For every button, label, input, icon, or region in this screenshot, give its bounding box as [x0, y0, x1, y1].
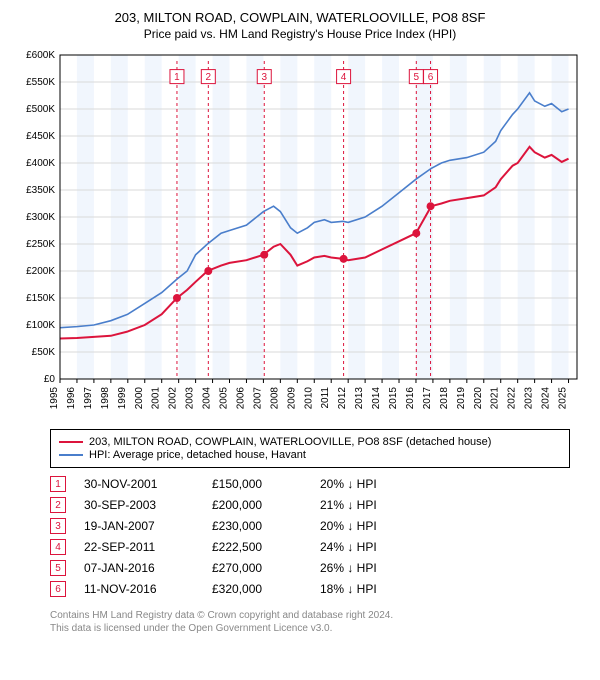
- table-row: 2 30-SEP-2003 £200,000 21% ↓ HPI: [50, 497, 570, 513]
- svg-text:1996: 1996: [66, 387, 77, 410]
- tx-diff: 21% ↓ HPI: [320, 498, 430, 512]
- svg-text:£300K: £300K: [26, 212, 55, 223]
- svg-text:5: 5: [414, 72, 420, 83]
- svg-text:2023: 2023: [524, 387, 535, 410]
- footnote: Contains HM Land Registry data © Crown c…: [50, 609, 570, 635]
- svg-text:3: 3: [261, 72, 267, 83]
- transaction-table: 1 30-NOV-2001 £150,000 20% ↓ HPI 2 30-SEP-200…: [50, 476, 570, 597]
- svg-text:2019: 2019: [456, 387, 467, 410]
- tx-date: 30-NOV-2001: [84, 477, 194, 491]
- footnote-line1: Contains HM Land Registry data © Crown c…: [50, 609, 570, 622]
- tx-diff: 24% ↓ HPI: [320, 540, 430, 554]
- svg-text:£100K: £100K: [26, 320, 55, 331]
- legend-box: 203, MILTON ROAD, COWPLAIN, WATERLOOVILL…: [50, 429, 570, 468]
- tx-number-box: 6: [50, 581, 66, 597]
- legend-label-hpi: HPI: Average price, detached house, Hava…: [89, 449, 306, 461]
- legend-label-price: 203, MILTON ROAD, COWPLAIN, WATERLOOVILL…: [89, 436, 491, 448]
- tx-price: £200,000: [212, 498, 302, 512]
- tx-diff: 18% ↓ HPI: [320, 582, 430, 596]
- chart-area: £0 £50K £100K £150K £200K £250K £300K £350K £400…: [15, 47, 585, 417]
- svg-text:2009: 2009: [286, 387, 297, 410]
- svg-text:1999: 1999: [117, 387, 128, 410]
- svg-text:2020: 2020: [473, 387, 484, 410]
- svg-text:£0: £0: [44, 374, 56, 385]
- tx-price: £222,500: [212, 540, 302, 554]
- tx-price: £320,000: [212, 582, 302, 596]
- table-row: 1 30-NOV-2001 £150,000 20% ↓ HPI: [50, 476, 570, 492]
- footnote-line2: This data is licensed under the Open Gov…: [50, 622, 570, 635]
- svg-text:6: 6: [428, 72, 434, 83]
- tx-number-box: 3: [50, 518, 66, 534]
- svg-text:2000: 2000: [134, 387, 145, 410]
- tx-number-box: 4: [50, 539, 66, 555]
- svg-text:2022: 2022: [507, 387, 518, 410]
- svg-text:£250K: £250K: [26, 239, 55, 250]
- svg-text:2008: 2008: [269, 387, 280, 410]
- tx-number-box: 2: [50, 497, 66, 513]
- svg-text:£200K: £200K: [26, 266, 55, 277]
- svg-text:2014: 2014: [371, 387, 382, 410]
- legend-row-price: 203, MILTON ROAD, COWPLAIN, WATERLOOVILL…: [59, 436, 561, 448]
- tx-price: £150,000: [212, 477, 302, 491]
- tx-diff: 20% ↓ HPI: [320, 519, 430, 533]
- chart-svg: £0 £50K £100K £150K £200K £250K £300K £350K £400…: [15, 47, 585, 417]
- svg-text:£450K: £450K: [26, 131, 55, 142]
- svg-text:2: 2: [206, 72, 212, 83]
- svg-text:£50K: £50K: [32, 347, 56, 358]
- tx-date: 30-SEP-2003: [84, 498, 194, 512]
- table-row: 5 07-JAN-2016 £270,000 26% ↓ HPI: [50, 560, 570, 576]
- tx-price: £230,000: [212, 519, 302, 533]
- svg-text:2007: 2007: [252, 387, 263, 410]
- svg-text:£350K: £350K: [26, 185, 55, 196]
- svg-text:2018: 2018: [439, 387, 450, 410]
- tx-date: 19-JAN-2007: [84, 519, 194, 533]
- svg-text:2002: 2002: [168, 387, 179, 410]
- svg-text:2017: 2017: [422, 387, 433, 410]
- svg-text:£500K: £500K: [26, 104, 55, 115]
- tx-date: 07-JAN-2016: [84, 561, 194, 575]
- svg-text:2024: 2024: [541, 387, 552, 410]
- tx-date: 22-SEP-2011: [84, 540, 194, 554]
- svg-text:2004: 2004: [202, 387, 213, 410]
- legend-swatch-hpi: [59, 454, 83, 456]
- chart-subtitle: Price paid vs. HM Land Registry's House …: [10, 27, 590, 41]
- table-row: 3 19-JAN-2007 £230,000 20% ↓ HPI: [50, 518, 570, 534]
- svg-text:2013: 2013: [354, 387, 365, 410]
- svg-text:£150K: £150K: [26, 293, 55, 304]
- svg-text:1: 1: [174, 72, 180, 83]
- svg-text:£600K: £600K: [26, 50, 55, 61]
- tx-number-box: 5: [50, 560, 66, 576]
- tx-date: 11-NOV-2016: [84, 582, 194, 596]
- svg-text:1995: 1995: [49, 387, 60, 410]
- table-row: 4 22-SEP-2011 £222,500 24% ↓ HPI: [50, 539, 570, 555]
- svg-text:2003: 2003: [185, 387, 196, 410]
- svg-text:1998: 1998: [100, 387, 111, 410]
- svg-text:2006: 2006: [235, 387, 246, 410]
- tx-price: £270,000: [212, 561, 302, 575]
- table-row: 6 11-NOV-2016 £320,000 18% ↓ HPI: [50, 581, 570, 597]
- svg-text:4: 4: [341, 72, 347, 83]
- tx-diff: 20% ↓ HPI: [320, 477, 430, 491]
- tx-diff: 26% ↓ HPI: [320, 561, 430, 575]
- tx-number-box: 1: [50, 476, 66, 492]
- svg-text:2015: 2015: [388, 387, 399, 410]
- chart-title: 203, MILTON ROAD, COWPLAIN, WATERLOOVILL…: [10, 10, 590, 25]
- svg-text:1997: 1997: [83, 387, 94, 410]
- svg-text:2025: 2025: [558, 387, 569, 410]
- legend-row-hpi: HPI: Average price, detached house, Hava…: [59, 449, 561, 461]
- legend-swatch-price: [59, 441, 83, 443]
- svg-text:£550K: £550K: [26, 77, 55, 88]
- svg-text:2021: 2021: [490, 387, 501, 410]
- svg-text:£400K: £400K: [26, 158, 55, 169]
- svg-text:2012: 2012: [337, 387, 348, 410]
- svg-text:2005: 2005: [219, 387, 230, 410]
- svg-text:2010: 2010: [303, 387, 314, 410]
- svg-text:2011: 2011: [320, 387, 331, 409]
- svg-text:2016: 2016: [405, 387, 416, 410]
- svg-text:2001: 2001: [151, 387, 162, 410]
